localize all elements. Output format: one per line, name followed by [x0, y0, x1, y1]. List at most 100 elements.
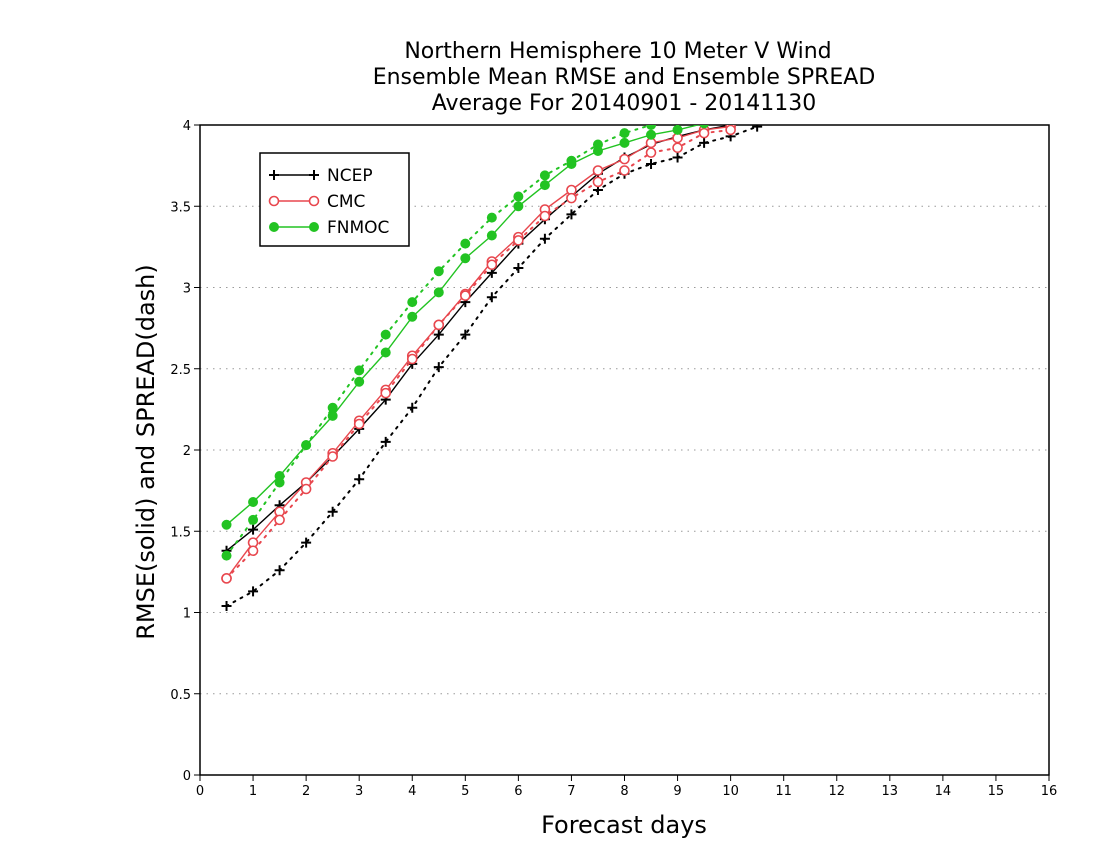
y-tick-label: 1.5: [170, 525, 191, 540]
ncep-spread-point: [460, 329, 471, 340]
fnmoc-spread-point: [646, 125, 657, 130]
chart-title-line-2: Ensemble Mean RMSE and Ensemble SPREAD: [373, 65, 876, 90]
ncep-spread-point: [380, 436, 391, 447]
fnmoc-spread-point: [513, 191, 524, 202]
fnmoc-spread-point: [676, 125, 679, 126]
legend-marker-cmc: [308, 195, 320, 207]
fnmoc-spread-point: [539, 170, 550, 181]
cmc-spread-point: [221, 573, 232, 584]
y-gridlines: [200, 205, 1049, 695]
ncep-spread-point: [221, 601, 232, 611]
cmc-rmse-point: [619, 153, 630, 165]
legend-marker-cmc: [268, 195, 280, 207]
cmc-spread-point: [513, 235, 524, 246]
legend-marker-ncep: [269, 170, 279, 180]
fnmoc-rmse-point: [460, 253, 471, 264]
fnmoc-rmse-point: [354, 376, 365, 387]
chart-title-line-1: Northern Hemisphere 10 Meter V Wind: [404, 39, 831, 64]
y-tick-label: 0.5: [170, 688, 191, 703]
legend-item-ncep: NCEP: [269, 166, 373, 186]
y-axis-title: RMSE(solid) and SPREAD(dash): [132, 264, 160, 640]
fnmoc-rmse-point: [407, 311, 418, 322]
x-tick-label: 12: [828, 784, 845, 799]
x-tick-label: 10: [722, 784, 739, 799]
y-tick-label: 0: [183, 769, 191, 784]
cmc-spread-point: [380, 387, 392, 399]
x-tick-label: 4: [408, 784, 416, 799]
cmc-spread-point: [672, 142, 683, 154]
fnmoc-spread-point: [248, 514, 259, 525]
ncep-rmse-point: [433, 329, 444, 340]
cmc-spread-point: [725, 125, 736, 136]
y-tick-label: 3.5: [170, 200, 191, 215]
x-tick-label: 15: [988, 784, 1005, 799]
fnmoc-rmse-point: [699, 125, 709, 129]
cmc-rmse-point: [592, 165, 604, 176]
ncep-spread-point: [274, 565, 285, 576]
ncep-spread-point: [566, 209, 577, 220]
chart-title: Northern Hemisphere 10 Meter V Wind Ense…: [373, 39, 876, 116]
x-tick-label: 11: [775, 784, 792, 799]
ncep-spread-point: [752, 125, 763, 132]
fnmoc-rmse-point: [729, 125, 732, 126]
ncep-spread-point: [301, 537, 312, 548]
ncep-spread-point: [539, 233, 550, 244]
cmc-spread-point: [592, 176, 604, 188]
fnmoc-rmse-point: [513, 201, 524, 212]
legend-label-cmc: CMC: [327, 192, 365, 212]
legend-label-fnmoc: FNMOC: [327, 218, 389, 238]
y-tick-label: 1: [183, 607, 191, 622]
x-tick-label: 0: [196, 784, 204, 799]
ncep-spread-point: [248, 586, 259, 597]
x-axis-ticks: 0 1 2 3 4 5 6 7 8 9 10 11 12 13 14 15 16: [196, 775, 1057, 799]
fnmoc-spread-point: [354, 365, 365, 376]
x-tick-label: 1: [249, 784, 257, 799]
cmc-spread-point: [300, 483, 312, 495]
legend-marker-fnmoc: [309, 222, 319, 232]
fnmoc-spread-point: [433, 266, 444, 277]
cmc-spread-point: [486, 259, 498, 271]
fnmoc-spread-point: [486, 212, 497, 223]
fnmoc-rmse-point: [380, 347, 391, 358]
chart-title-line-3: Average For 20140901 - 20141130: [432, 91, 817, 116]
ncep-spread-point: [646, 159, 657, 169]
ncep-spread-point: [672, 152, 683, 163]
cmc-spread-point: [698, 127, 710, 139]
y-axis-ticks: 0 0.5 1 1.5 2 2.5 3 3.5 4: [170, 119, 200, 784]
legend-label-ncep: NCEP: [327, 166, 373, 186]
fnmoc-spread-point: [592, 139, 603, 150]
fnmoc-rmse-point: [486, 230, 497, 241]
cmc-spread-point: [406, 353, 418, 365]
ncep-spread-point: [486, 292, 497, 303]
legend-item-fnmoc: FNMOC: [269, 218, 389, 238]
fnmoc-spread-point: [301, 440, 312, 451]
fnmoc-spread-point: [380, 329, 391, 340]
fnmoc-spread-point: [327, 402, 338, 413]
cmc-spread-point: [539, 210, 551, 222]
ncep-spread-point: [327, 506, 338, 517]
cmc-spread-point: [247, 545, 259, 557]
fnmoc-rmse-point: [539, 180, 550, 191]
fnmoc-rmse-point: [221, 519, 232, 530]
cmc-spread-point: [353, 418, 365, 430]
fnmoc-rmse-point: [646, 129, 657, 140]
x-tick-label: 5: [461, 784, 469, 799]
x-tick-label: 16: [1041, 784, 1058, 799]
x-tick-label: 6: [514, 784, 522, 799]
x-tick-label: 7: [567, 784, 575, 799]
fnmoc-rmse-point: [619, 137, 630, 148]
y-tick-label: 2: [183, 444, 191, 459]
x-tick-label: 3: [355, 784, 363, 799]
x-tick-label: 8: [620, 784, 628, 799]
fnmoc-rmse-point: [672, 125, 683, 135]
ncep-spread-point: [513, 263, 524, 273]
fnmoc-spread-point: [274, 477, 285, 488]
legend-box: [259, 152, 410, 247]
x-tick-label: 9: [673, 784, 681, 799]
cmc-spread-point: [619, 165, 630, 176]
legend-item-cmc: CMC: [268, 192, 365, 212]
cmc-spread-point: [566, 192, 577, 204]
ncep-spread-point: [433, 362, 444, 373]
x-tick-label: 2: [302, 784, 310, 799]
